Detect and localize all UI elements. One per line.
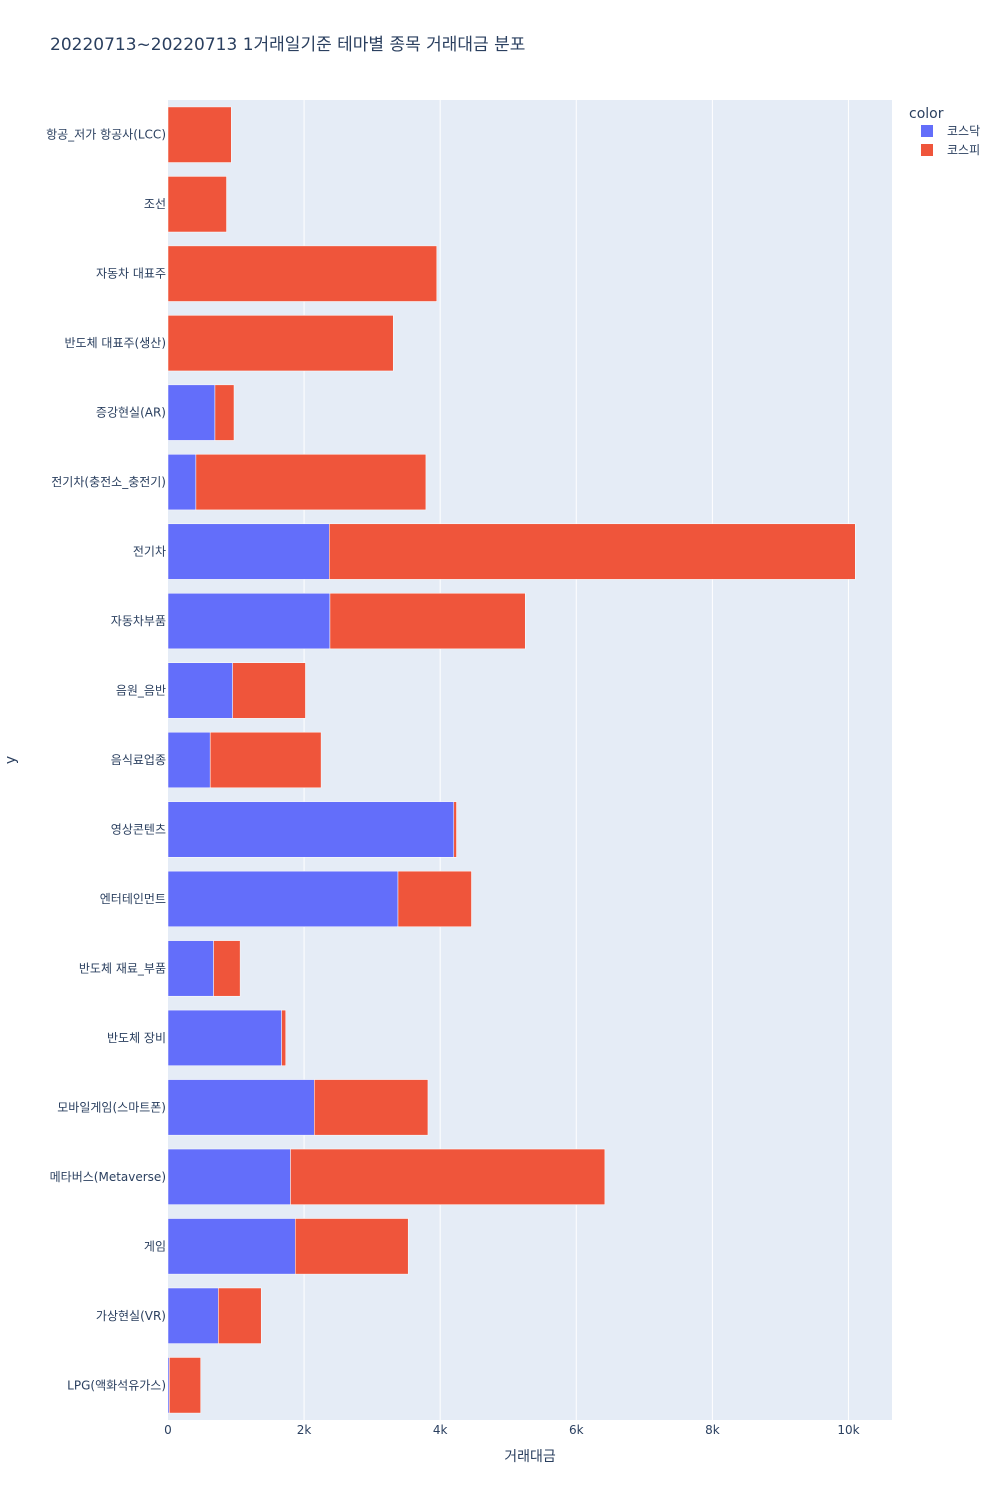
bar-segment bbox=[209, 731, 322, 789]
bar-segment bbox=[453, 801, 457, 858]
x-tick-label: 10k bbox=[837, 1423, 859, 1437]
bar-segment bbox=[167, 176, 227, 233]
x-tick-label: 4k bbox=[433, 1423, 448, 1437]
x-tick-label: 0 bbox=[164, 1423, 172, 1437]
bar-segment bbox=[167, 662, 233, 719]
y-tick-label: 증강현실(AR) bbox=[96, 406, 166, 420]
y-tick-label: 모바일게임(스마트폰) bbox=[57, 1100, 166, 1114]
bar-segment bbox=[167, 801, 455, 858]
y-tick-label: 자동차 대표주 bbox=[96, 267, 166, 281]
x-tick-label: 2k bbox=[297, 1423, 312, 1437]
bar-segment bbox=[167, 315, 394, 372]
y-tick-label: 반도체 대표주(생산) bbox=[65, 336, 167, 350]
bar-segment bbox=[290, 1148, 606, 1205]
y-tick-label: 자동차부품 bbox=[111, 614, 166, 628]
x-tick-labels: 0 2k 4k 6k 8k 10k bbox=[164, 1423, 859, 1437]
bar-segment bbox=[167, 940, 214, 997]
legend-label: 코스닥 bbox=[947, 124, 980, 138]
y-tick-label: 영상콘텐츠 bbox=[111, 822, 166, 836]
y-tick-label: 메타버스(Metaverse) bbox=[50, 1170, 166, 1184]
chart-title: 20220713~20220713 1거래일기준 테마별 종목 거래대금 분포 bbox=[50, 35, 525, 55]
y-tick-label: 조선 bbox=[144, 197, 166, 211]
bar-segment bbox=[329, 593, 526, 650]
legend-label: 코스피 bbox=[947, 143, 980, 157]
y-tick-label: 반도체 장비 bbox=[107, 1031, 166, 1045]
bar-segment bbox=[314, 1079, 429, 1136]
y-tick-label: 음원_음반 bbox=[116, 684, 166, 698]
bar-segment bbox=[167, 1287, 219, 1344]
legend-title: color bbox=[909, 106, 944, 122]
bar-segment bbox=[167, 523, 330, 580]
y-tick-label: 항공_저가 항공사(LCC) bbox=[46, 128, 166, 142]
y-axis-title: y bbox=[3, 756, 19, 764]
bar-segment bbox=[167, 1009, 282, 1066]
bar-segment bbox=[167, 870, 399, 927]
bar-segment bbox=[232, 662, 306, 719]
y-tick-label: 게임 bbox=[144, 1239, 166, 1253]
bar-segment bbox=[214, 384, 235, 441]
bar-segment bbox=[167, 1148, 291, 1205]
bar-segment bbox=[294, 1218, 409, 1275]
y-tick-label: 엔터테인먼트 bbox=[100, 892, 166, 906]
y-tick-label: LPG(액화석유가스) bbox=[67, 1378, 166, 1392]
y-tick-label: 음식료업종 bbox=[111, 753, 166, 767]
bar-segment bbox=[218, 1287, 262, 1344]
x-tick-label: 6k bbox=[569, 1423, 584, 1437]
x-axis-title: 거래대금 bbox=[504, 1449, 556, 1465]
bars bbox=[167, 106, 856, 1414]
bar-segment bbox=[167, 1218, 296, 1275]
bar-segment bbox=[195, 454, 427, 511]
bar-segment bbox=[167, 1079, 315, 1136]
legend-swatch bbox=[921, 125, 933, 137]
x-tick-label: 8k bbox=[705, 1423, 720, 1437]
legend-swatch bbox=[921, 144, 933, 156]
bar-segment bbox=[167, 106, 232, 163]
bar-segment bbox=[167, 245, 438, 302]
bar-segment bbox=[213, 940, 241, 997]
bar-segment bbox=[167, 454, 197, 511]
bar-segment bbox=[167, 593, 331, 650]
y-tick-label: 가상현실(VR) bbox=[96, 1309, 166, 1323]
y-tick-label: 반도체 재료_부품 bbox=[79, 961, 166, 975]
y-tick-label: 전기차 bbox=[133, 545, 166, 559]
bar-segment bbox=[167, 731, 211, 789]
bar-segment bbox=[169, 1357, 201, 1414]
bar-segment bbox=[281, 1009, 286, 1066]
y-tick-label: 전기차(충전소_충전기) bbox=[51, 475, 166, 489]
bar-segment bbox=[397, 870, 472, 927]
bar-segment bbox=[167, 384, 216, 441]
bar-segment bbox=[329, 523, 856, 580]
